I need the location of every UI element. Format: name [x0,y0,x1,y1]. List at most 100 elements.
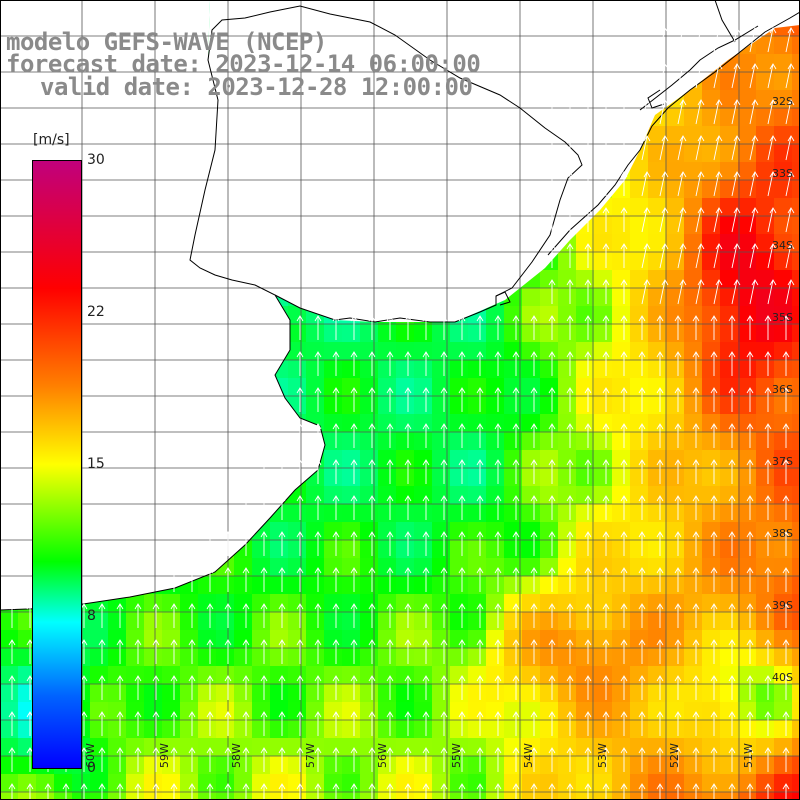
field-cell [630,378,648,396]
field-cell [576,486,594,504]
wind-arrow [188,747,196,772]
field-cell [576,756,594,774]
coastline [0,0,800,611]
wind-arrow [512,639,520,664]
wind-arrow [422,531,430,556]
wind-arrow [296,747,304,772]
field-cell [0,648,18,666]
wind-arrow [332,783,340,800]
wind-arrow [530,603,538,628]
wind-arrow [566,675,574,700]
field-cell [450,450,468,468]
field-cell [306,756,324,774]
lat-label-34s: 34S [772,239,793,252]
wind-arrow [677,63,687,89]
field-cell [450,684,468,702]
field-cell [648,774,666,792]
wind-arrow [152,747,160,772]
wind-arrow [224,711,232,736]
field-cell [504,774,522,792]
field-cell [486,396,504,414]
field-cell [666,486,684,504]
wind-arrow [620,459,628,484]
field-cell [576,288,594,306]
field-cell [666,306,684,324]
wind-arrow [368,711,376,736]
field-cell [342,432,360,450]
wind-arrow [767,243,777,269]
field-cell [738,558,756,576]
field-cell [126,684,144,702]
wind-arrow [422,423,430,448]
field-cell [270,630,288,648]
field-cell [432,522,450,540]
wind-arrow [332,351,340,376]
field-cell [558,504,576,522]
field-cell [738,774,756,792]
wind-arrow [98,675,106,700]
field-cell [216,720,234,738]
field-cell [450,468,468,486]
field-cell [432,378,450,396]
wind-arrow [188,567,196,592]
field-cell [792,360,800,378]
wind-arrow [170,675,178,700]
wind-arrow [638,351,646,376]
field-cell [792,198,800,216]
field-cell [774,234,792,252]
wind-arrow [638,459,646,484]
field-cell [666,180,684,198]
field-cell [540,630,558,648]
wind-arrow [548,603,556,628]
field-cell [720,666,738,684]
wind-arrow [764,387,772,412]
field-cell [702,468,720,486]
wind-arrow [404,423,412,448]
field-cell [522,702,540,720]
wind-arrow [242,603,250,628]
field-cell [630,342,648,360]
field-cell [252,720,270,738]
field-cell [342,342,360,360]
field-cell [378,342,396,360]
field-cell [270,666,288,684]
field-cell [774,108,792,126]
field-cell [648,504,666,522]
wind-arrow [566,495,574,520]
wind-arrow [620,387,628,412]
wind-arrow [746,747,754,772]
wind-arrow [404,639,412,664]
field-cell [414,612,432,630]
field-cell [702,306,720,324]
field-cell [180,612,198,630]
field-cell [270,792,288,800]
field-cell [540,684,558,702]
field-cell [162,774,180,792]
wind-arrow [731,27,741,53]
field-cell [414,792,432,800]
field-cell [378,540,396,558]
field-cell [720,450,738,468]
field-cell [18,792,36,800]
field-cell [486,468,504,486]
field-cell [198,756,216,774]
wind-arrow [404,675,412,700]
wind-arrow [677,279,687,305]
wind-arrow [674,531,682,556]
field-cell [792,378,800,396]
wind-arrow [584,99,592,124]
field-cell [522,648,540,666]
field-cell [630,792,648,800]
field-cell [612,216,630,234]
field-cell [666,468,684,486]
field-cell [774,180,792,198]
field-cell [738,180,756,198]
field-cell [216,630,234,648]
wind-arrow [530,747,538,772]
wind-arrow [638,423,646,448]
field-cell [594,252,612,270]
field-cell [630,270,648,288]
field-cell [396,792,414,800]
wind-arrow [785,279,795,305]
wind-arrows [8,27,795,800]
